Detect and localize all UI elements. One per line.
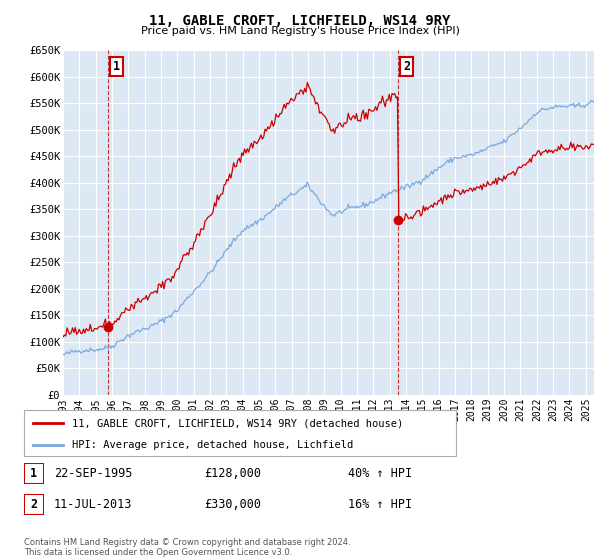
Text: Price paid vs. HM Land Registry's House Price Index (HPI): Price paid vs. HM Land Registry's House … — [140, 26, 460, 36]
Text: 11-JUL-2013: 11-JUL-2013 — [54, 498, 133, 511]
Text: £128,000: £128,000 — [204, 467, 261, 480]
FancyBboxPatch shape — [24, 463, 44, 484]
FancyBboxPatch shape — [24, 410, 456, 456]
Text: 11, GABLE CROFT, LICHFIELD, WS14 9RY: 11, GABLE CROFT, LICHFIELD, WS14 9RY — [149, 14, 451, 28]
Text: £330,000: £330,000 — [204, 498, 261, 511]
Text: Contains HM Land Registry data © Crown copyright and database right 2024.
This d: Contains HM Land Registry data © Crown c… — [24, 538, 350, 557]
Text: 22-SEP-1995: 22-SEP-1995 — [54, 467, 133, 480]
Text: HPI: Average price, detached house, Lichfield: HPI: Average price, detached house, Lich… — [71, 440, 353, 450]
Text: 2: 2 — [31, 498, 37, 511]
Text: 1: 1 — [31, 467, 37, 480]
Text: 16% ↑ HPI: 16% ↑ HPI — [348, 498, 412, 511]
Text: 2: 2 — [403, 60, 410, 73]
Text: 40% ↑ HPI: 40% ↑ HPI — [348, 467, 412, 480]
Text: 11, GABLE CROFT, LICHFIELD, WS14 9RY (detached house): 11, GABLE CROFT, LICHFIELD, WS14 9RY (de… — [71, 418, 403, 428]
FancyBboxPatch shape — [24, 494, 44, 515]
Text: 1: 1 — [113, 60, 119, 73]
